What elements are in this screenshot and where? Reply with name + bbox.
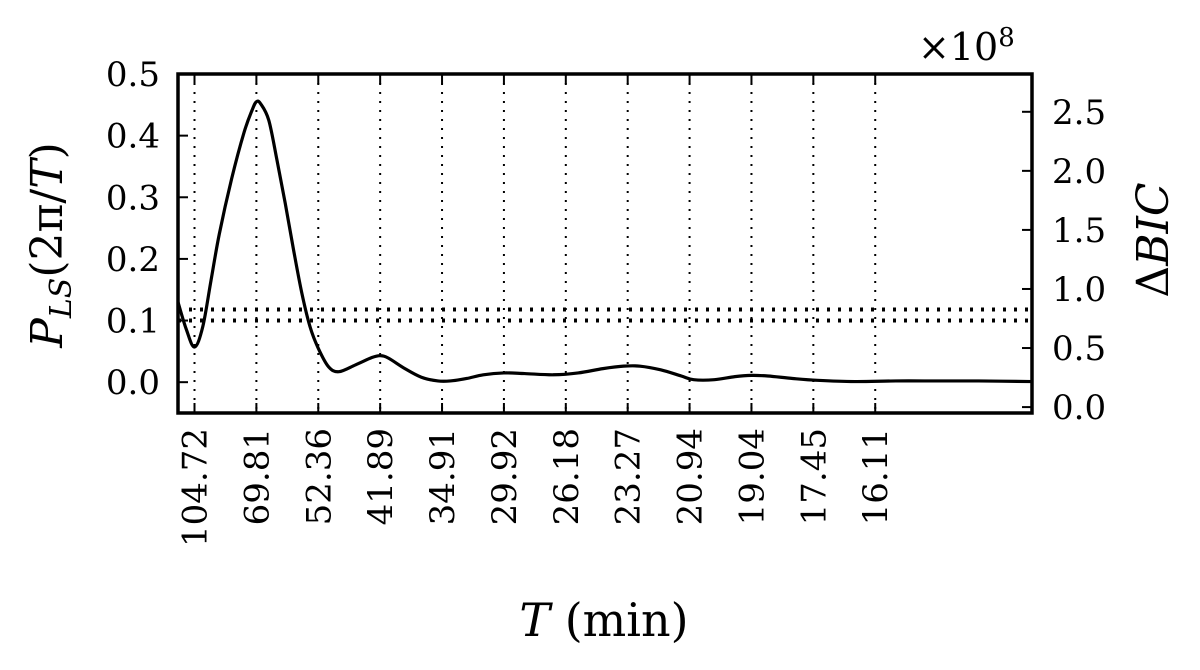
x-tick-label: 52.36 <box>299 428 339 525</box>
left-y-tick-label: 0.5 <box>106 55 160 95</box>
x-tick-label: 104.72 <box>176 428 216 547</box>
x-tick-label: 23.27 <box>609 428 649 525</box>
x-tick-label: 16.11 <box>856 428 896 525</box>
x-tick-label: 34.91 <box>423 428 463 525</box>
axis-ticks <box>178 73 1032 413</box>
y-axis-title-right: ΔBIC <box>1128 182 1179 297</box>
x-tick-label: 41.89 <box>361 428 401 525</box>
right-y-tick-label: 1.5 <box>1052 211 1106 251</box>
x-tick-label: 26.18 <box>547 428 587 525</box>
right-y-tick-labels: 0.0 0.5 1.0 1.5 2.0 2.5 <box>1052 93 1106 428</box>
right-y-tick-label: 2.5 <box>1052 93 1106 133</box>
left-y-tick-labels: 0.0 0.1 0.2 0.3 0.4 0.5 <box>106 55 160 403</box>
x-tick-label: 69.81 <box>237 428 277 525</box>
vertical-gridlines <box>193 74 877 413</box>
right-y-tick-label: 2.0 <box>1052 152 1106 192</box>
left-y-tick-label: 0.2 <box>106 240 160 280</box>
right-y-tick-label: 0.0 <box>1052 388 1106 428</box>
right-axis-multiplier: ×108 <box>918 23 1015 69</box>
left-y-tick-label: 0.3 <box>106 178 160 218</box>
left-y-tick-label: 0.4 <box>106 117 160 157</box>
y-axis-title-left: PLS(2π/T) <box>22 142 79 349</box>
x-tick-label: 20.94 <box>671 428 711 525</box>
periodogram-curve <box>176 99 1033 384</box>
x-tick-label: 29.92 <box>485 428 525 525</box>
right-y-tick-label: 1.0 <box>1052 270 1106 310</box>
x-tick-labels: 104.72 69.81 52.36 41.89 34.91 29.92 26.18 23.2… <box>176 428 897 547</box>
left-y-tick-label: 0.0 <box>106 363 160 403</box>
right-y-tick-label: 0.5 <box>1052 329 1106 369</box>
left-y-tick-label: 0.1 <box>106 302 160 342</box>
x-tick-label: 17.45 <box>794 428 834 525</box>
x-axis-title: T (min) <box>519 593 688 647</box>
x-tick-label: 19.04 <box>732 428 772 525</box>
plot-frame <box>176 72 1034 415</box>
